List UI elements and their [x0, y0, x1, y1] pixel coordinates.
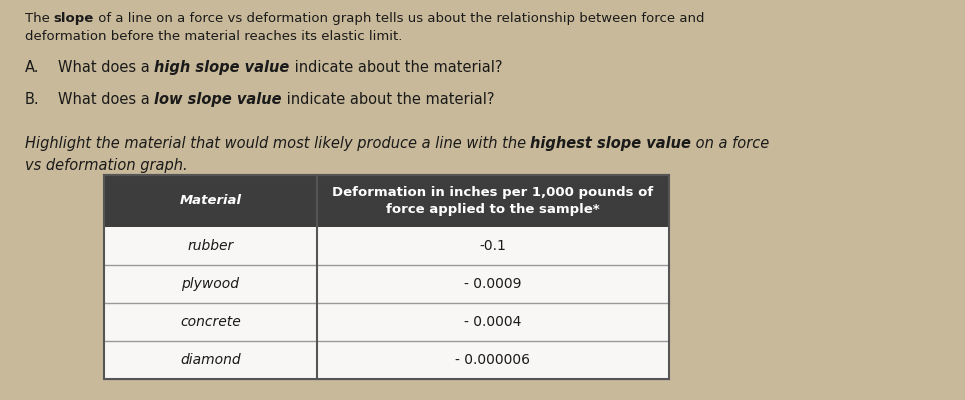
Text: on a force: on a force [691, 136, 769, 151]
Text: low slope value: low slope value [154, 92, 282, 107]
Text: slope: slope [54, 12, 94, 25]
Text: B.: B. [25, 92, 40, 107]
Text: - 0.0004: - 0.0004 [464, 315, 521, 329]
Bar [104, 175, 669, 379]
Text: A.: A. [25, 60, 40, 75]
Bar [104, 227, 669, 265]
Text: Material: Material [179, 194, 241, 208]
Text: concrete: concrete [179, 315, 240, 329]
Text: - 0.0009: - 0.0009 [464, 277, 521, 291]
Text: vs deformation graph.: vs deformation graph. [25, 158, 187, 173]
Text: What does a: What does a [58, 92, 154, 107]
Text: deformation before the material reaches its elastic limit.: deformation before the material reaches … [25, 30, 402, 43]
Bar [104, 303, 669, 341]
Bar [104, 175, 669, 227]
Text: Deformation in inches per 1,000 pounds of
force applied to the sample*: Deformation in inches per 1,000 pounds o… [332, 186, 653, 216]
Text: indicate about the material?: indicate about the material? [282, 92, 494, 107]
Text: rubber: rubber [187, 239, 234, 253]
Text: The: The [25, 12, 54, 25]
Text: high slope value: high slope value [154, 60, 290, 75]
Text: -0.1: -0.1 [480, 239, 507, 253]
Text: highest slope value: highest slope value [531, 136, 691, 151]
Text: of a line on a force vs deformation graph tells us about the relationship betwee: of a line on a force vs deformation grap… [94, 12, 704, 25]
Text: indicate about the material?: indicate about the material? [290, 60, 502, 75]
Text: - 0.000006: - 0.000006 [455, 353, 531, 367]
Text: plywood: plywood [181, 277, 239, 291]
Text: What does a: What does a [58, 60, 154, 75]
Text: diamond: diamond [180, 353, 240, 367]
Bar [104, 341, 669, 379]
Text: Highlight the material that would most likely produce a line with the: Highlight the material that would most l… [25, 136, 531, 151]
Bar [104, 265, 669, 303]
